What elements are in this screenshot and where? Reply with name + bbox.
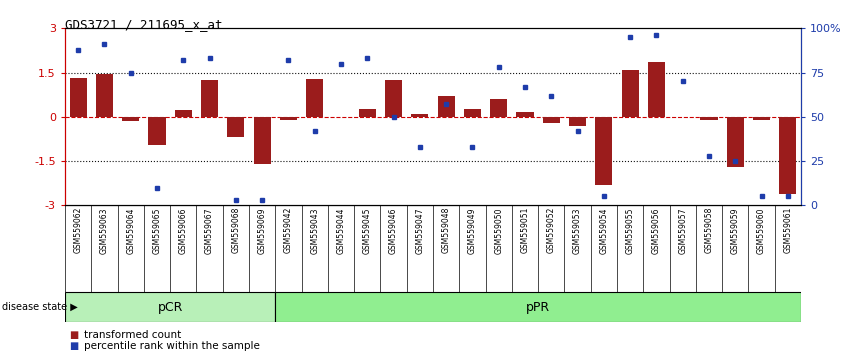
Bar — [779, 117, 797, 194]
Text: GSM559069: GSM559069 — [257, 207, 267, 253]
Text: GSM559063: GSM559063 — [100, 207, 109, 253]
Text: GSM559045: GSM559045 — [363, 207, 372, 253]
Bar — [411, 114, 429, 117]
Text: percentile rank within the sample: percentile rank within the sample — [84, 341, 260, 351]
Bar — [595, 117, 612, 185]
Bar — [543, 117, 559, 123]
Text: GSM559055: GSM559055 — [625, 207, 635, 253]
Bar — [307, 79, 323, 117]
Text: transformed count: transformed count — [84, 330, 181, 339]
Text: GSM559053: GSM559053 — [573, 207, 582, 253]
Text: GSM559044: GSM559044 — [337, 207, 346, 253]
FancyBboxPatch shape — [275, 292, 801, 322]
Text: GDS3721 / 211695_x_at: GDS3721 / 211695_x_at — [65, 18, 223, 31]
Text: GSM559047: GSM559047 — [416, 207, 424, 253]
Bar — [753, 117, 770, 120]
Bar — [254, 117, 271, 164]
Bar — [227, 117, 244, 137]
Text: GSM559061: GSM559061 — [784, 207, 792, 253]
Bar — [701, 117, 718, 120]
Text: GSM559062: GSM559062 — [74, 207, 82, 253]
Bar — [122, 117, 139, 121]
Text: GSM559060: GSM559060 — [757, 207, 766, 253]
Bar — [648, 62, 665, 117]
Text: GSM559066: GSM559066 — [178, 207, 188, 253]
Text: GSM559043: GSM559043 — [310, 207, 320, 253]
Text: ■: ■ — [69, 341, 79, 351]
Bar — [622, 70, 639, 117]
Text: GSM559054: GSM559054 — [599, 207, 609, 253]
Bar — [516, 113, 533, 117]
Bar — [359, 109, 376, 117]
Text: GSM559068: GSM559068 — [231, 207, 241, 253]
Text: GSM559065: GSM559065 — [152, 207, 161, 253]
Text: pCR: pCR — [158, 301, 183, 314]
Text: GSM559059: GSM559059 — [731, 207, 740, 253]
Text: GSM559057: GSM559057 — [678, 207, 688, 253]
Text: GSM559048: GSM559048 — [442, 207, 450, 253]
Bar — [569, 117, 586, 126]
Text: GSM559046: GSM559046 — [389, 207, 398, 253]
Bar — [437, 96, 455, 117]
Bar — [69, 79, 87, 117]
Text: pPR: pPR — [526, 301, 550, 314]
Text: GSM559067: GSM559067 — [205, 207, 214, 253]
Bar — [96, 74, 113, 117]
Bar — [201, 80, 218, 117]
Text: GSM559058: GSM559058 — [705, 207, 714, 253]
Text: GSM559049: GSM559049 — [468, 207, 477, 253]
Text: disease state ▶: disease state ▶ — [2, 302, 77, 312]
Bar — [280, 117, 297, 120]
Text: ■: ■ — [69, 330, 79, 339]
Text: GSM559042: GSM559042 — [284, 207, 293, 253]
Text: GSM559051: GSM559051 — [520, 207, 529, 253]
Bar — [727, 117, 744, 167]
Text: GSM559056: GSM559056 — [652, 207, 661, 253]
Bar — [490, 99, 507, 117]
Text: GSM559050: GSM559050 — [494, 207, 503, 253]
Text: GSM559052: GSM559052 — [546, 207, 556, 253]
Bar — [385, 80, 402, 117]
Bar — [464, 109, 481, 117]
Text: GSM559064: GSM559064 — [126, 207, 135, 253]
Bar — [175, 110, 191, 117]
Bar — [148, 117, 165, 145]
FancyBboxPatch shape — [65, 292, 275, 322]
